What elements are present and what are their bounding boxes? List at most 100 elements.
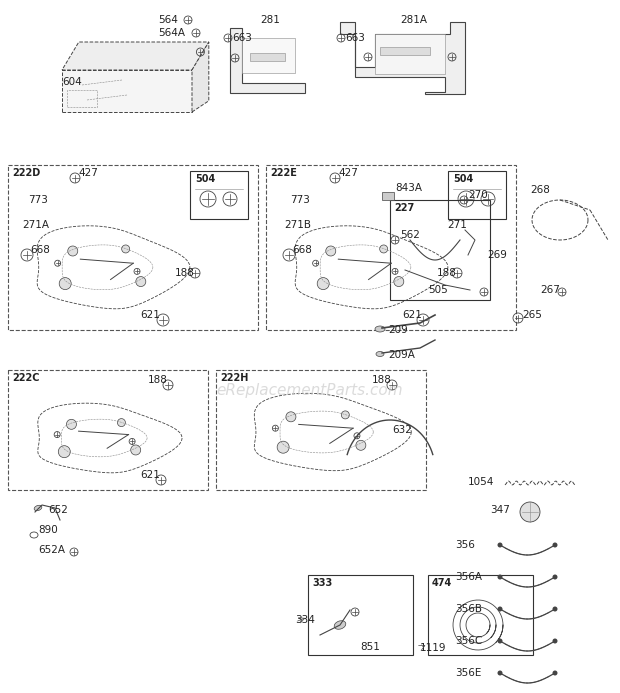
Polygon shape [62,70,192,112]
Circle shape [66,419,76,430]
Circle shape [326,246,336,256]
Circle shape [136,277,146,287]
Polygon shape [192,42,209,112]
Text: 773: 773 [290,195,310,205]
Text: 227: 227 [394,203,414,213]
Bar [382,192,394,200]
Circle shape [552,543,557,547]
Circle shape [379,245,388,253]
Bar [380,47,430,55]
Circle shape [122,245,130,253]
Bar [448,171,506,219]
Text: 474: 474 [432,578,452,588]
Circle shape [552,574,557,579]
Bar [428,575,533,655]
Polygon shape [340,22,465,94]
Text: 843A: 843A [395,183,422,193]
Ellipse shape [334,621,346,629]
Text: 504: 504 [195,174,215,184]
Text: 427: 427 [338,168,358,178]
Text: 334: 334 [295,615,315,625]
Text: 621: 621 [402,310,422,320]
Bar [216,370,426,490]
Circle shape [520,502,540,522]
Text: 356E: 356E [455,668,481,678]
Bar [190,171,248,219]
Polygon shape [230,28,305,93]
Text: 222D: 222D [12,168,40,178]
Circle shape [552,606,557,611]
Text: 663: 663 [345,33,365,43]
Text: 504: 504 [453,174,473,184]
Text: 188: 188 [372,375,392,385]
Text: 1119: 1119 [420,643,446,653]
Text: 271B: 271B [284,220,311,230]
Bar [308,575,413,655]
Text: 773: 773 [28,195,48,205]
Circle shape [552,671,557,676]
Text: 267: 267 [540,285,560,295]
Bar [8,370,208,490]
Text: 271: 271 [447,220,467,230]
Text: 851: 851 [360,642,380,652]
Text: 270: 270 [468,190,488,200]
Bar [8,165,258,330]
Text: 890: 890 [38,525,58,535]
Text: 268: 268 [530,185,550,195]
Circle shape [497,606,502,611]
Text: 188: 188 [437,268,457,278]
Circle shape [317,278,329,290]
Polygon shape [62,42,209,70]
Polygon shape [242,38,295,73]
Circle shape [117,419,125,427]
Circle shape [356,440,366,450]
Circle shape [131,445,141,455]
Circle shape [497,671,502,676]
Text: 356C: 356C [455,636,482,646]
Text: 356A: 356A [455,572,482,582]
Bar [250,53,285,61]
Circle shape [341,411,349,419]
Circle shape [394,277,404,287]
Circle shape [497,638,502,644]
Ellipse shape [34,505,42,511]
Ellipse shape [375,326,385,332]
Bar [266,165,516,330]
Text: 621: 621 [140,470,160,480]
Text: 209: 209 [388,325,408,335]
Circle shape [59,278,71,290]
Ellipse shape [376,351,384,356]
Text: 604: 604 [62,77,82,87]
Text: 222H: 222H [220,373,249,383]
Circle shape [497,543,502,547]
Text: 333: 333 [312,578,332,588]
Circle shape [286,412,296,422]
Circle shape [552,638,557,644]
Text: 632: 632 [392,425,412,435]
Bar [390,200,490,300]
Text: 652A: 652A [38,545,65,555]
Bar [375,34,445,74]
Text: 356B: 356B [455,604,482,614]
Circle shape [277,441,289,453]
Text: 668: 668 [30,245,50,255]
Text: 222E: 222E [270,168,297,178]
Text: 188: 188 [148,375,168,385]
Text: 564: 564 [158,15,178,25]
Text: 564A: 564A [158,28,185,38]
Text: 188: 188 [175,268,195,278]
Text: 505: 505 [428,285,448,295]
Circle shape [497,574,502,579]
Text: 265: 265 [522,310,542,320]
Text: 427: 427 [78,168,98,178]
Text: 209A: 209A [388,350,415,360]
Text: 621: 621 [140,310,160,320]
Circle shape [58,446,70,457]
Circle shape [68,246,78,256]
Text: 222C: 222C [12,373,40,383]
Text: 347: 347 [490,505,510,515]
Text: 271A: 271A [22,220,49,230]
Text: 1054: 1054 [468,477,494,487]
Text: 281: 281 [260,15,280,25]
Text: 562: 562 [400,230,420,240]
